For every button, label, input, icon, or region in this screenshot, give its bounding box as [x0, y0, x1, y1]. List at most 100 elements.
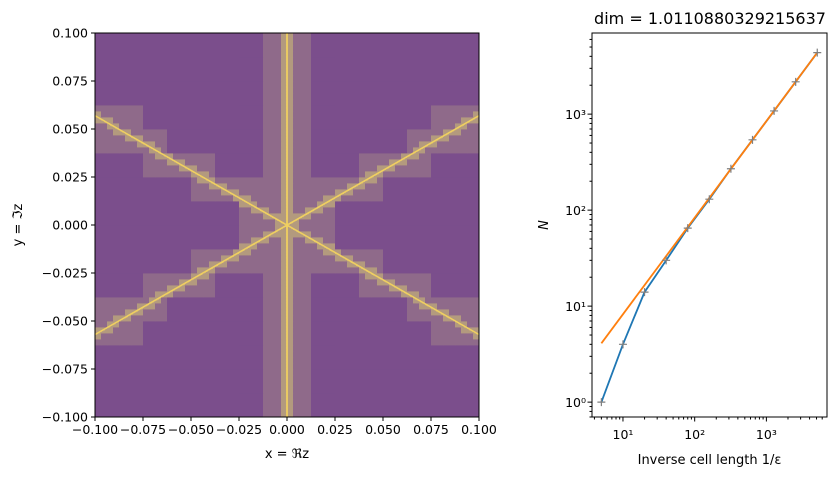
heatmap-cell: [313, 240, 315, 242]
heatmap-cell: [143, 147, 150, 154]
heatmap-cell: [180, 282, 183, 284]
heatmap-cell: [131, 105, 144, 118]
heatmap-cell: [287, 297, 289, 299]
heatmap-cell: [284, 379, 286, 382]
heatmap-cell: [293, 327, 300, 334]
heatmap-cell: [296, 234, 300, 238]
heatmap-cell: [299, 369, 312, 382]
heatmap-cell: [156, 152, 158, 154]
heatmap-cell: [284, 160, 286, 163]
heatmap-cell: [285, 404, 287, 406]
heatmap-cell: [382, 277, 384, 279]
heatmap-cell: [327, 250, 330, 253]
heatmap-cell: [285, 197, 287, 199]
heatmap-cell: [250, 202, 252, 204]
heatmap-cell: [192, 276, 195, 278]
heatmap-cell: [285, 372, 287, 374]
heatmap-cell: [284, 222, 286, 224]
heatmap-cell: [191, 369, 240, 418]
heatmap-cell: [294, 230, 296, 232]
heatmap-cell: [288, 270, 291, 272]
heatmap-cell: [182, 162, 186, 166]
heatmap-cell: [320, 244, 322, 246]
heatmap-cell: [149, 301, 151, 303]
heatmap-cell: [287, 369, 289, 371]
heatmap-cell: [284, 99, 286, 101]
heatmap-cell: [132, 135, 135, 137]
heatmap-cell: [137, 311, 139, 313]
heatmap-cell: [287, 411, 289, 413]
heatmap-cell: [191, 277, 193, 279]
heatmap-cell: [285, 84, 287, 86]
heatmap-cell: [284, 340, 286, 343]
heatmap-cell: [287, 341, 289, 343]
heatmap-cell: [288, 390, 291, 392]
heatmap-cell: [285, 177, 287, 179]
heatmap-cell: [284, 391, 286, 394]
heatmap-cell: [281, 126, 285, 130]
heatmap-cell: [161, 297, 168, 304]
heatmap-cell: [287, 236, 289, 238]
heatmap-cell: [176, 162, 178, 164]
heatmap-cell: [275, 243, 282, 250]
heatmap-cell: [284, 286, 286, 289]
heatmap-cell: [285, 345, 287, 347]
heatmap-cell: [239, 198, 241, 200]
heatmap-cell: [284, 364, 286, 367]
heatmap-cell: [288, 249, 291, 251]
heatmap-cell: [285, 279, 287, 281]
heatmap-cell: [373, 273, 375, 275]
heatmap-cell: [138, 306, 141, 308]
heatmap-cell: [159, 298, 162, 301]
heatmap-cell: [285, 193, 287, 195]
heatmap-cell: [284, 52, 286, 55]
heatmap-cell: [288, 409, 291, 412]
heatmap-cell: [239, 249, 241, 251]
heatmap-cell: [263, 207, 267, 211]
heatmap-cell: [128, 135, 130, 137]
heatmap-cell: [101, 117, 103, 119]
heatmap-cell: [208, 178, 210, 180]
heatmap-cell: [284, 309, 286, 311]
heatmap-cell: [164, 295, 166, 298]
heatmap-cell: [162, 155, 164, 157]
heatmap-cell: [119, 321, 126, 328]
heatmap-cell: [281, 222, 283, 224]
heatmap-cell: [169, 156, 171, 158]
heatmap-cell: [125, 133, 127, 135]
heatmap-cell: [233, 252, 235, 254]
heatmap-cell: [290, 243, 294, 247]
heatmap-cell: [287, 346, 289, 348]
heatmap-cell: [288, 352, 291, 355]
heatmap-cell: [167, 297, 192, 322]
heatmap-cell: [287, 354, 289, 356]
heatmap-cell: [287, 378, 289, 380]
heatmap-cell: [152, 302, 154, 304]
heatmap-cell: [146, 146, 148, 148]
heatmap-cell: [246, 202, 248, 204]
heatmap-cell: [287, 359, 289, 361]
heatmap-cell: [159, 154, 162, 157]
heatmap-cell: [267, 238, 270, 241]
heatmap-cell: [285, 235, 287, 237]
heatmap-cell: [293, 225, 297, 229]
heatmap-cell: [112, 324, 114, 326]
heatmap-cell: [303, 231, 306, 233]
heatmap-cell: [287, 409, 289, 411]
heatmap-cell: [249, 246, 251, 248]
heatmap-cell: [126, 316, 128, 318]
heatmap-cell: [227, 259, 229, 262]
heatmap-cell: [285, 192, 287, 194]
heatmap-cell: [285, 117, 287, 119]
heatmap-cell: [263, 69, 276, 82]
heatmap-cell: [200, 275, 202, 277]
heatmap-cell: [281, 96, 285, 100]
heatmap-cell: [140, 144, 144, 148]
heatmap-cell: [285, 265, 287, 267]
heatmap-cell: [107, 135, 114, 142]
heatmap-cell: [218, 261, 220, 263]
heatmap-cell: [190, 168, 192, 170]
heatmap-cell: [285, 254, 287, 256]
heatmap-cell: [285, 372, 287, 374]
heatmap-cell: [282, 220, 285, 223]
